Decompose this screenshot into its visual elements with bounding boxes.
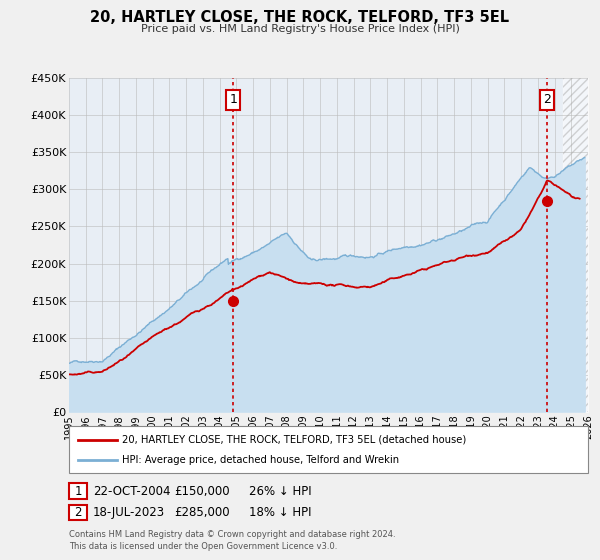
Text: 2: 2 [74,506,82,519]
Text: 1: 1 [74,484,82,498]
Text: 2: 2 [543,94,551,106]
Text: 22-OCT-2004: 22-OCT-2004 [93,484,170,498]
Text: 20, HARTLEY CLOSE, THE ROCK, TELFORD, TF3 5EL: 20, HARTLEY CLOSE, THE ROCK, TELFORD, TF… [91,10,509,25]
Text: £285,000: £285,000 [174,506,230,519]
Text: Price paid vs. HM Land Registry's House Price Index (HPI): Price paid vs. HM Land Registry's House … [140,24,460,34]
Text: 18-JUL-2023: 18-JUL-2023 [93,506,165,519]
Text: 20, HARTLEY CLOSE, THE ROCK, TELFORD, TF3 5EL (detached house): 20, HARTLEY CLOSE, THE ROCK, TELFORD, TF… [122,435,466,445]
Text: HPI: Average price, detached house, Telford and Wrekin: HPI: Average price, detached house, Telf… [122,455,399,465]
Text: 18% ↓ HPI: 18% ↓ HPI [249,506,311,519]
Text: £150,000: £150,000 [174,484,230,498]
Text: 1: 1 [229,94,237,106]
Text: This data is licensed under the Open Government Licence v3.0.: This data is licensed under the Open Gov… [69,542,337,551]
Bar [563,78,588,412]
Text: Contains HM Land Registry data © Crown copyright and database right 2024.: Contains HM Land Registry data © Crown c… [69,530,395,539]
Text: 26% ↓ HPI: 26% ↓ HPI [249,484,311,498]
